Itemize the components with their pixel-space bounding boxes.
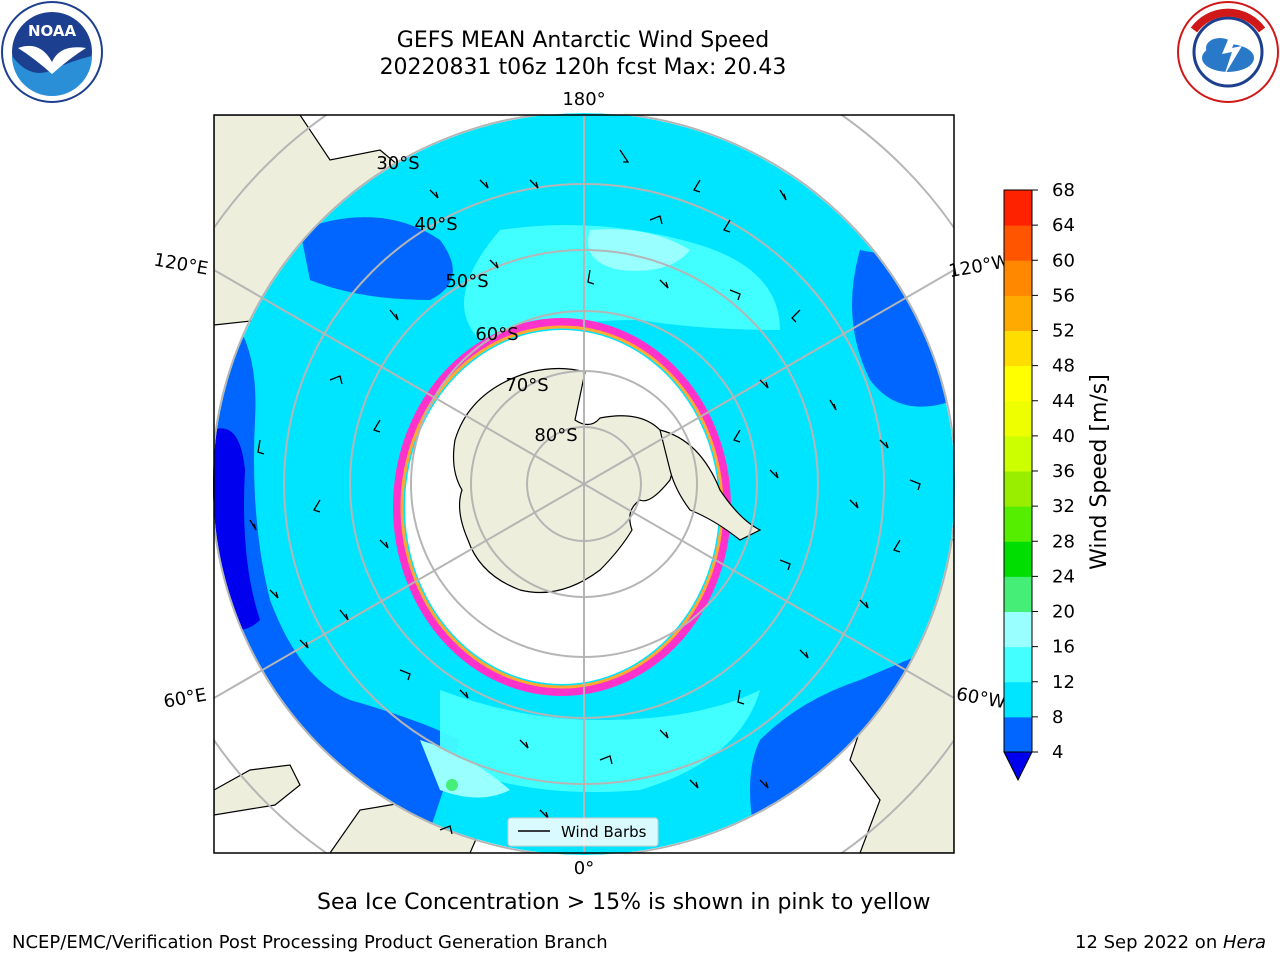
wind-band-16-20 [588,229,690,271]
noaa-logo: NOAA [1,1,103,103]
lat-label-80s: 80°S [534,425,577,446]
lon-label-0: 0° [574,858,594,879]
lat-label-40s: 40°S [414,214,457,235]
wind-band-4-8-north [300,217,453,300]
wind-band-16-20-south [420,740,510,798]
colorbar-tick-label: 40 [1052,426,1075,447]
colorbar-tick-label: 28 [1052,531,1075,552]
colorbar-tick-label: 44 [1052,391,1075,412]
chart-subtitle: 20220831 t06z 120h fcst Max: 20.43 [379,55,787,80]
colorbar-segment [1004,471,1032,507]
colorbar-tick-label: 56 [1052,285,1075,306]
footer-date: 12 Sep 2022 on Hera [1075,932,1266,953]
colorbar-segment [1004,541,1032,577]
colorbar-segment [1004,295,1032,331]
sea-ice-note: Sea Ice Concentration > 15% is shown in … [317,890,931,915]
footer-date-text: 12 Sep 2022 on [1075,932,1223,953]
antarctic-peninsula [659,429,762,541]
colorbar-tick-label: 68 [1052,180,1075,201]
colorbar-tick-label: 16 [1052,637,1075,658]
colorbar-segment [1004,365,1032,402]
barb-legend: Wind Barbs [507,817,659,847]
lat-label-50s: 50°S [445,271,488,292]
colorbar-segment [1004,225,1032,261]
colorbar-segment [1004,435,1032,472]
nws-logo [1177,1,1279,103]
lon-label-120e: 120°E [152,249,210,279]
wind-band-20-24 [446,779,458,791]
colorbar-tick-label: 4 [1052,742,1063,763]
colorbar-segment [1004,611,1032,648]
chart-title: GEFS MEAN Antarctic Wind Speed [396,28,770,53]
colorbar-segment [1004,716,1032,753]
colorbar-tick-label: 24 [1052,566,1075,587]
colorbar-tick-label: 48 [1052,356,1075,377]
colorbar-tick-label: 20 [1052,602,1075,623]
wind-band-12-16-south [440,690,760,792]
colorbar-tick-label: 8 [1052,707,1063,728]
lon-label-60e: 60°E [162,684,208,712]
colorbar-segment [1004,190,1032,226]
colorbar-tick-label: 64 [1052,215,1075,236]
lat-label-70s: 70°S [505,375,548,396]
colorbar-segment [1004,646,1032,683]
colorbar-segment [1004,576,1032,612]
colorbar-tick-label: 60 [1052,250,1075,271]
noaa-logo-text: NOAA [28,22,77,40]
colorbar-segment [1004,330,1032,367]
colorbar-tick-label: 12 [1052,672,1075,693]
map-frame [213,114,955,854]
lon-label-60w: 60°W [955,684,1008,713]
lon-label-120w: 120°W [947,251,1011,282]
colorbar-label: Wind Speed [m/s] [1087,374,1112,570]
colorbar-tick-label: 32 [1052,496,1075,517]
lat-label-30s: 30°S [376,153,419,174]
colorbar-tick-label: 36 [1052,461,1075,482]
lat-label-60s: 60°S [475,324,518,345]
footer-machine: Hera [1222,932,1266,953]
wind-barbs [249,149,921,835]
colorbar-segment [1004,260,1032,296]
colorbar-segment [1004,681,1032,718]
map-grid [214,115,954,853]
colorbar-segment [1004,506,1032,542]
lon-label-180: 180° [562,89,605,110]
colorbar-under-triangle [1003,751,1033,782]
colorbar-segment [1004,400,1032,437]
footer-credit: NCEP/EMC/Verification Post Processing Pr… [12,932,608,953]
colorbar-tick-label: 52 [1052,321,1075,342]
legend-label: Wind Barbs [561,823,647,841]
